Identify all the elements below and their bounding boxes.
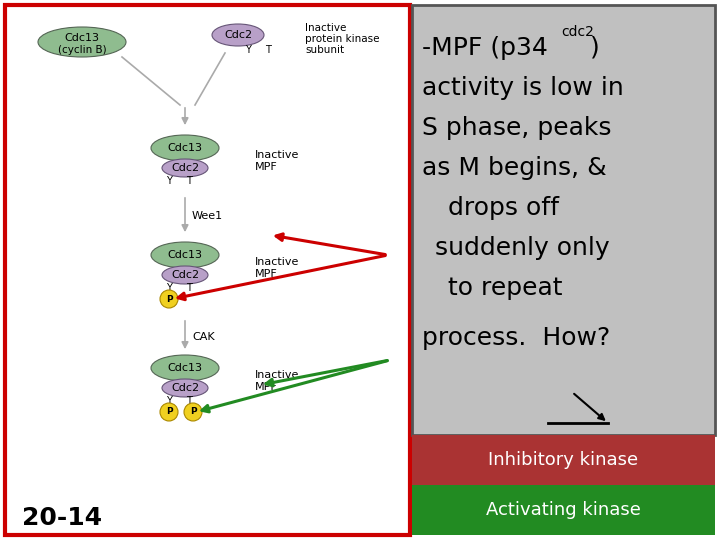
Text: Cdc2: Cdc2 [224,30,252,40]
FancyBboxPatch shape [412,5,715,435]
Text: (cyclin B): (cyclin B) [58,45,107,55]
Ellipse shape [162,379,208,397]
Text: Inactive: Inactive [255,150,300,160]
FancyBboxPatch shape [412,485,715,535]
Text: Y: Y [166,283,172,293]
Text: T: T [186,396,192,406]
Text: CAK: CAK [192,332,215,342]
Text: Cdc2: Cdc2 [171,270,199,280]
Text: 20-14: 20-14 [22,506,102,530]
Text: Cdc2: Cdc2 [171,383,199,393]
Text: MPF: MPF [255,382,278,392]
Text: Activating kinase: Activating kinase [485,501,640,519]
Text: Cdc2: Cdc2 [171,163,199,173]
Text: Cdc13: Cdc13 [168,363,202,373]
Text: Inactive: Inactive [305,23,346,33]
Circle shape [160,290,178,308]
Text: MPF: MPF [255,269,278,279]
Ellipse shape [212,24,264,46]
Text: Inactive: Inactive [255,370,300,380]
Text: drops off: drops off [448,196,559,220]
Text: T: T [186,283,192,293]
Text: Inhibitory kinase: Inhibitory kinase [488,451,638,469]
Text: Cdc13: Cdc13 [168,250,202,260]
Ellipse shape [162,266,208,284]
Text: Y: Y [245,45,251,55]
Text: process.  How?: process. How? [422,326,611,350]
Text: to repeat: to repeat [448,276,562,300]
Text: S phase, peaks: S phase, peaks [422,116,611,140]
Text: suddenly only: suddenly only [435,236,610,260]
Text: Y: Y [166,176,172,186]
Text: cdc2: cdc2 [561,25,594,39]
Ellipse shape [151,135,219,161]
Text: Y: Y [166,396,172,406]
Circle shape [184,403,202,421]
Text: subunit: subunit [305,45,344,55]
Text: Inactive: Inactive [255,257,300,267]
Text: T: T [186,176,192,186]
Ellipse shape [162,159,208,177]
Text: P: P [189,408,197,416]
FancyBboxPatch shape [412,435,715,485]
Ellipse shape [151,242,219,268]
Text: T: T [265,45,271,55]
Text: ): ) [590,36,600,60]
Text: Cdc13: Cdc13 [65,33,99,43]
Text: -MPF (p34: -MPF (p34 [422,36,548,60]
Text: MPF: MPF [255,162,278,172]
Text: Wee1: Wee1 [192,211,223,221]
Text: as M begins, &: as M begins, & [422,156,607,180]
Circle shape [160,403,178,421]
Text: P: P [166,408,172,416]
Ellipse shape [151,355,219,381]
FancyBboxPatch shape [5,5,410,535]
Text: activity is low in: activity is low in [422,76,624,100]
Text: Cdc13: Cdc13 [168,143,202,153]
Text: protein kinase: protein kinase [305,34,379,44]
Ellipse shape [38,27,126,57]
Text: P: P [166,294,172,303]
